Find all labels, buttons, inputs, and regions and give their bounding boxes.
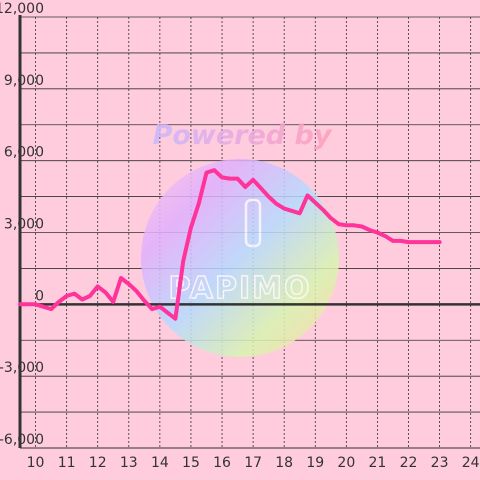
- y-tick-label: -6,000: [0, 432, 44, 448]
- y-tick-label: 6,000: [4, 145, 44, 161]
- x-tick-label: 22: [400, 455, 418, 471]
- x-tick-label: 17: [244, 455, 262, 471]
- x-tick-label: 11: [58, 455, 76, 471]
- watermark: Powered by PAPIMO: [141, 120, 339, 357]
- series-layer: [18, 168, 442, 321]
- watermark-logo-icon: [244, 198, 262, 248]
- y-tick-label: 12,000: [0, 1, 44, 17]
- axes: [18, 15, 480, 449]
- watermark-logo-text: PAPIMO: [169, 271, 312, 306]
- x-tick-label: 15: [182, 455, 200, 471]
- x-tick-label: 13: [120, 455, 138, 471]
- watermark-text: Powered by: [153, 120, 333, 151]
- y-tick-label: 3,000: [4, 217, 44, 233]
- x-tick-label: 23: [431, 455, 449, 471]
- x-tick-label: 21: [369, 455, 387, 471]
- x-tick-label: 18: [275, 455, 293, 471]
- x-tick-label: 16: [213, 455, 231, 471]
- y-tick-label: 0: [35, 288, 44, 304]
- x-tick-label: 14: [151, 455, 169, 471]
- x-tick-label: 24: [462, 455, 480, 471]
- tick-labels: -6,000 -3,000 0 3,000 6,000 9,000 12,000 10 11 12…: [0, 1, 480, 471]
- watermark-logo-circle: [141, 159, 339, 357]
- y-tick-label: -3,000: [0, 360, 44, 376]
- x-tick-label: 19: [306, 455, 324, 471]
- series-line: [18, 168, 442, 321]
- y-tick-label: 9,000: [4, 73, 44, 89]
- x-tick-label: 20: [337, 455, 355, 471]
- x-tick-label: 12: [89, 455, 107, 471]
- x-tick-label: 10: [27, 455, 45, 471]
